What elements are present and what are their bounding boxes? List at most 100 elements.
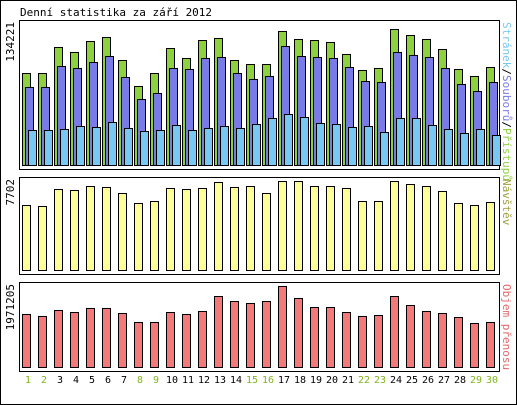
axis-max-label-middle: 7702 <box>4 179 17 206</box>
day-label-27: 27 <box>438 375 450 386</box>
bar-top-series2-day12 <box>204 128 213 166</box>
bar-bottom-series0-day23 <box>374 315 383 368</box>
bar-bottom-series0-day27 <box>438 313 447 368</box>
day-label-9: 9 <box>153 375 159 386</box>
bar-middle-series0-day8 <box>134 203 143 271</box>
bar-middle-series0-day1 <box>22 205 31 271</box>
bar-middle-series0-day19 <box>310 186 319 271</box>
day-label-13: 13 <box>214 375 226 386</box>
day-label-15: 15 <box>246 375 258 386</box>
bar-middle-series0-day27 <box>438 191 447 271</box>
bar-top-series2-day14 <box>236 128 245 166</box>
axis-max-label-bottom: 1971205 <box>4 284 17 330</box>
day-label-21: 21 <box>342 375 354 386</box>
bar-middle-series0-day18 <box>294 181 303 271</box>
bar-bottom-series0-day9 <box>150 322 159 368</box>
bar-top-series2-day4 <box>76 126 85 166</box>
day-label-14: 14 <box>230 375 242 386</box>
bar-bottom-series0-day15 <box>246 303 255 368</box>
bar-top-series2-day28 <box>460 133 469 166</box>
day-label-19: 19 <box>310 375 322 386</box>
bar-top-series2-day2 <box>44 130 53 166</box>
bar-bottom-series0-day26 <box>422 311 431 368</box>
panel-frame-bottom <box>19 282 500 372</box>
bar-top-series2-day29 <box>476 129 485 166</box>
day-label-11: 11 <box>182 375 194 386</box>
series-label-part-1: / <box>500 68 513 75</box>
series-label-middle: Návštěv <box>500 179 513 226</box>
day-label-5: 5 <box>89 375 95 386</box>
bar-top-series2-day9 <box>156 130 165 166</box>
day-label-20: 20 <box>326 375 338 386</box>
chart-panels: 134221 Stránek/Souborů/Přístupů 7702 Návště… <box>4 20 513 372</box>
day-label-12: 12 <box>198 375 210 386</box>
bar-bottom-series0-day7 <box>118 313 127 368</box>
bar-middle-series0-day12 <box>198 188 207 271</box>
series-label-top: Stránek/Souborů/Přístupů <box>500 22 513 181</box>
bar-top-series2-day19 <box>316 123 325 166</box>
bar-top-series2-day18 <box>300 117 309 166</box>
bar-bottom-series0-day14 <box>230 301 239 368</box>
day-label-22: 22 <box>358 375 370 386</box>
series-label-bottom: Objem přenosu <box>500 284 513 370</box>
bar-bottom-series0-day12 <box>198 311 207 368</box>
bar-top-series2-day23 <box>380 132 389 166</box>
bar-bottom-series0-day3 <box>54 310 63 368</box>
bar-top-series2-day11 <box>188 130 197 166</box>
day-label-18: 18 <box>294 375 306 386</box>
bar-bottom-series0-day22 <box>358 316 367 368</box>
bar-middle-series0-day30 <box>486 202 495 271</box>
day-label-30: 30 <box>486 375 498 386</box>
day-label-24: 24 <box>390 375 402 386</box>
bar-top-series2-day24 <box>396 118 405 166</box>
bar-bottom-series0-day17 <box>278 286 287 368</box>
day-label-4: 4 <box>73 375 79 386</box>
bar-bottom-series0-day1 <box>22 314 31 368</box>
bar-top-series2-day3 <box>60 129 69 166</box>
bar-middle-series0-day9 <box>150 201 159 271</box>
chart-title: Denní statistika za září 2012 <box>20 6 212 19</box>
series-label-part-0: Návštěv <box>500 179 513 226</box>
bar-middle-series0-day10 <box>166 188 175 271</box>
bar-top-series2-day25 <box>412 118 421 166</box>
panel-frame-middle <box>19 177 500 275</box>
bar-top-series2-day20 <box>332 124 341 166</box>
day-label-2: 2 <box>41 375 47 386</box>
axis-max-label-top: 134221 <box>4 22 17 62</box>
bar-bottom-series0-day13 <box>214 296 223 368</box>
bar-middle-series0-day7 <box>118 193 127 271</box>
day-label-17: 17 <box>278 375 290 386</box>
bar-top-series2-day10 <box>172 125 181 166</box>
bar-top-series2-day1 <box>28 130 37 166</box>
bar-top-series2-day30 <box>492 135 501 166</box>
bar-bottom-series0-day11 <box>182 314 191 368</box>
panel-top: 134221 Stránek/Souborů/Přístupů <box>4 20 513 181</box>
day-label-29: 29 <box>470 375 482 386</box>
bar-top-series2-day5 <box>92 127 101 166</box>
day-label-10: 10 <box>166 375 178 386</box>
bar-bottom-series0-day30 <box>486 322 495 368</box>
bar-bottom-series0-day10 <box>166 312 175 368</box>
bar-bottom-series0-day6 <box>102 308 111 368</box>
bar-bottom-series0-day8 <box>134 322 143 368</box>
bar-top-series2-day21 <box>348 127 357 166</box>
bar-middle-series0-day2 <box>38 206 47 271</box>
bar-middle-series0-day21 <box>342 188 351 271</box>
bar-middle-series0-day3 <box>54 189 63 271</box>
series-label-part-3: / <box>500 121 513 128</box>
bar-top-series2-day16 <box>268 118 277 166</box>
bar-middle-series0-day26 <box>422 186 431 271</box>
bar-bottom-series0-day4 <box>70 312 79 368</box>
day-labels: 1 2 3 4 5 6 7 8 9 10 11 12 13 14 15 16 17 18 19 20 21 22 23 24 2… <box>25 375 498 386</box>
bar-middle-series0-day22 <box>358 201 367 271</box>
bar-bottom-series0-day19 <box>310 307 319 368</box>
bar-bottom-series0-day29 <box>470 323 479 368</box>
series-label-part-4: Přístupů <box>500 128 513 181</box>
bar-top-series2-day7 <box>124 128 133 166</box>
bar-middle-series0-day11 <box>182 189 191 271</box>
bar-bottom-series0-day16 <box>262 301 271 368</box>
bar-top-series2-day6 <box>108 122 117 166</box>
series-label-part-2: Souborů <box>500 75 513 121</box>
bar-middle-series0-day25 <box>406 184 415 271</box>
